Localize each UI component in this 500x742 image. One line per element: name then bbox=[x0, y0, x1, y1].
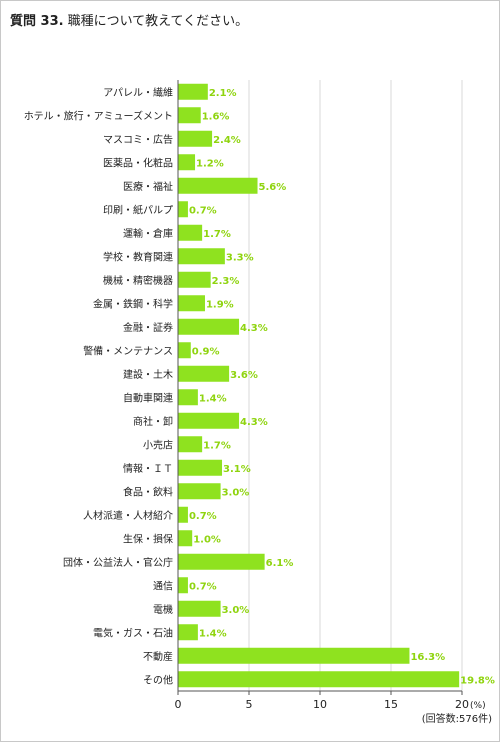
category-label: 電気・ガス・石油 bbox=[93, 626, 173, 639]
bar bbox=[178, 248, 225, 265]
value-label: 6.1% bbox=[266, 558, 294, 569]
question-text: 職種について教えてください。 bbox=[67, 14, 249, 29]
bar bbox=[178, 224, 203, 241]
value-label: 3.1% bbox=[223, 464, 251, 475]
category-label: 金属・鉄鋼・科学 bbox=[93, 297, 173, 310]
bar bbox=[178, 130, 213, 147]
value-label: 19.8% bbox=[460, 675, 495, 686]
chart-title: 質問 33. 職種について教えてください。 bbox=[10, 10, 248, 29]
category-label: 警備・メンテナンス bbox=[83, 344, 173, 357]
response-count: (回答数:576件) bbox=[422, 712, 492, 725]
category-label: 食品・飲料 bbox=[123, 485, 173, 498]
bar bbox=[178, 365, 230, 382]
value-label: 1.6% bbox=[202, 111, 230, 122]
category-label: 機械・精密機器 bbox=[103, 274, 173, 287]
category-label: ホテル・旅行・アミューズメント bbox=[24, 109, 173, 122]
value-label: 2.4% bbox=[213, 135, 241, 146]
bar bbox=[178, 412, 240, 429]
question-number: 質問 33. bbox=[10, 14, 64, 29]
bar bbox=[178, 553, 265, 570]
bar bbox=[178, 600, 221, 617]
value-label: 4.3% bbox=[240, 323, 268, 334]
category-label: 生保・損保 bbox=[123, 532, 173, 545]
bar bbox=[178, 318, 240, 335]
value-label: 1.4% bbox=[199, 393, 227, 404]
bar bbox=[178, 671, 460, 688]
bar bbox=[178, 506, 188, 523]
category-label: 電機 bbox=[153, 603, 173, 616]
x-tick-label: 15 bbox=[384, 698, 398, 711]
category-label: 通信 bbox=[153, 580, 173, 592]
value-label: 0.7% bbox=[189, 205, 217, 216]
category-label: その他 bbox=[143, 673, 173, 686]
bar bbox=[178, 177, 258, 194]
value-label: 0.7% bbox=[189, 581, 217, 592]
bar bbox=[178, 530, 193, 547]
category-label: 学校・教育関連 bbox=[103, 250, 173, 263]
bar bbox=[178, 459, 223, 476]
category-label: 医薬品・化粧品 bbox=[103, 156, 173, 169]
category-label: 団体・公益法人・官公庁 bbox=[63, 556, 173, 569]
bar bbox=[178, 624, 198, 641]
x-tick-label: 20 bbox=[455, 698, 469, 711]
category-label: 医療・福祉 bbox=[123, 180, 173, 193]
bar bbox=[178, 295, 205, 312]
value-label: 5.6% bbox=[259, 182, 287, 193]
value-label: 3.0% bbox=[222, 605, 250, 616]
bar bbox=[178, 201, 188, 218]
x-tick-label: 5 bbox=[246, 698, 253, 711]
bar bbox=[178, 271, 211, 288]
value-label: 16.3% bbox=[410, 652, 445, 663]
value-label: 2.1% bbox=[209, 88, 237, 99]
category-label: 運輸・倉庫 bbox=[123, 227, 173, 240]
category-label: 印刷・紙パルプ bbox=[103, 203, 173, 216]
category-label: 商社・卸 bbox=[133, 415, 173, 428]
x-tick-label: 0 bbox=[175, 698, 182, 711]
bar bbox=[178, 577, 188, 594]
value-label: 4.3% bbox=[240, 417, 268, 428]
bar bbox=[178, 154, 196, 171]
value-label: 0.7% bbox=[189, 511, 217, 522]
bar bbox=[178, 107, 201, 124]
category-label: 金融・証券 bbox=[123, 321, 173, 334]
category-label: マスコミ・広告 bbox=[103, 133, 173, 146]
bar bbox=[178, 436, 203, 453]
value-label: 0.9% bbox=[192, 346, 220, 357]
category-label: 情報・ＩＴ bbox=[123, 462, 173, 475]
value-label: 1.2% bbox=[196, 158, 224, 169]
category-label: 建設・土木 bbox=[123, 368, 173, 381]
bar bbox=[178, 83, 208, 100]
category-label: 不動産 bbox=[143, 650, 173, 663]
bar bbox=[178, 389, 198, 406]
x-tick-label: 10 bbox=[313, 698, 327, 711]
value-label: 1.0% bbox=[193, 534, 221, 545]
value-label: 3.6% bbox=[230, 370, 258, 381]
category-label: 小売店 bbox=[143, 438, 173, 451]
category-label: アパレル・繊維 bbox=[103, 86, 173, 99]
value-label: 1.7% bbox=[203, 440, 231, 451]
value-label: 1.4% bbox=[199, 628, 227, 639]
bar bbox=[178, 483, 221, 500]
category-label: 自動車関連 bbox=[123, 391, 173, 404]
category-label: 人材派遣・人材紹介 bbox=[83, 509, 173, 522]
value-label: 3.0% bbox=[222, 487, 250, 498]
value-label: 3.3% bbox=[226, 252, 254, 263]
value-label: 1.9% bbox=[206, 299, 234, 310]
x-axis-unit: (%) bbox=[470, 701, 486, 711]
bar bbox=[178, 342, 191, 359]
value-label: 2.3% bbox=[212, 276, 240, 287]
value-label: 1.7% bbox=[203, 229, 231, 240]
bar bbox=[178, 647, 410, 664]
